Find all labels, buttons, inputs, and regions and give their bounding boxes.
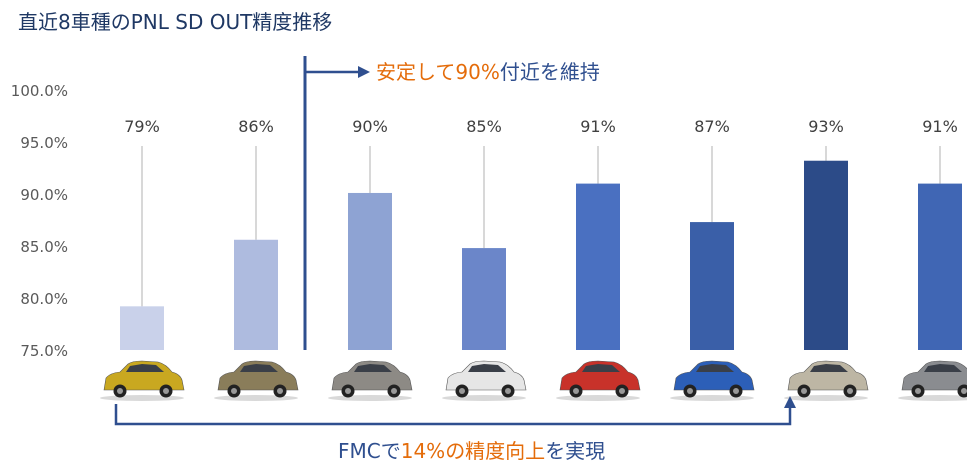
red-coupe-car-icon [556,360,641,401]
data-label: 90% [352,117,388,136]
data-label: 91% [922,117,958,136]
fmc-annotation-part4: を実現 [545,439,605,463]
fmc-annotation-part3: の精度向上 [445,439,545,463]
y-tick-label: 95.0% [20,134,68,152]
data-label: 87% [694,117,730,136]
y-tick-label: 90.0% [20,186,68,204]
car-row [100,360,967,401]
y-tick-label: 100.0% [11,82,68,100]
data-label: 79% [124,117,160,136]
fmc-bracket [114,396,796,426]
gray-suv-car-icon [898,360,967,401]
bracket-arrowhead-icon [784,396,796,408]
data-label: 93% [808,117,844,136]
stable-annotation-part3: 付近を維持 [500,60,600,84]
fmc-annotation: FMCで14%の精度向上を実現 [338,439,605,463]
data-label: 85% [466,117,502,136]
bar [234,239,278,350]
stable-annotation-part2: 90% [455,60,499,84]
y-axis: 75.0% 80.0% 85.0% 90.0% 95.0% 100.0% [11,82,68,360]
bar [576,183,620,350]
bar [804,160,848,350]
white-hatchback-car-icon [442,360,527,401]
gray-wagon-car-icon [328,360,413,401]
data-labels: 79% 86% 90% 85% 91% 87% 93% 91% [124,117,958,136]
stable-annotation: 安定して90%付近を維持 [376,60,600,84]
bars [120,160,962,350]
y-tick-label: 80.0% [20,290,68,308]
fmc-annotation-part2: 14% [401,439,445,463]
blue-sedan-car-icon [670,360,755,401]
bar [918,183,962,350]
beige-crossover-car-icon [784,360,869,401]
bar [348,192,392,350]
y-tick-label: 75.0% [20,342,68,360]
fmc-annotation-part1: FMCで [338,439,401,463]
data-label: 91% [580,117,616,136]
stable-annotation-part1: 安定して [376,60,455,84]
stable-arrow-icon [305,66,370,78]
label-stems [141,146,941,307]
data-label: 86% [238,117,274,136]
bar [690,222,734,350]
bar [462,248,506,350]
chart-title: 直近8車種のPNL SD OUT精度推移 [18,10,333,34]
yellow-crossover-car-icon [100,360,185,401]
bar [120,306,164,350]
y-tick-label: 85.0% [20,238,68,256]
khaki-suv-car-icon [214,360,299,401]
